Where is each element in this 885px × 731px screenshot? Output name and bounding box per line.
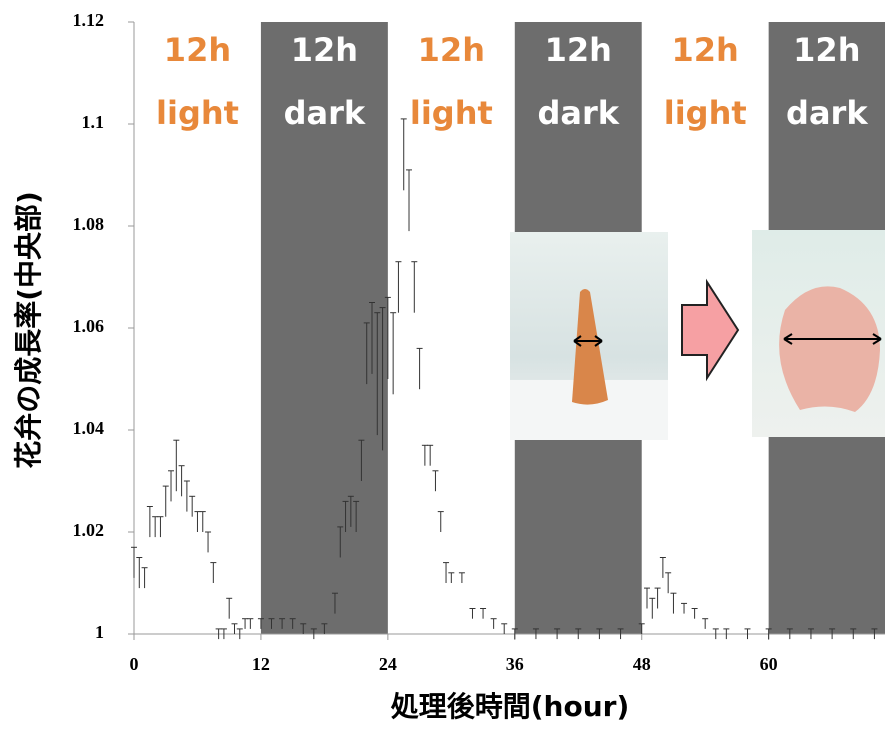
arrow xyxy=(682,282,738,378)
x-tick-label: 36 xyxy=(506,654,524,674)
period-label: 12h xyxy=(291,31,358,69)
period-label: dark xyxy=(786,94,868,132)
x-tick-label: 60 xyxy=(760,654,778,674)
photo-bud xyxy=(510,232,668,440)
period-label: dark xyxy=(284,94,366,132)
period-label: 12h xyxy=(418,31,485,69)
y-tick-label: 1.12 xyxy=(73,10,105,30)
y-tick-label: 1.1 xyxy=(82,112,105,132)
period-label: 12h xyxy=(545,31,612,69)
photo-open xyxy=(752,230,885,437)
x-tick-label: 24 xyxy=(379,654,397,674)
period-label: light xyxy=(156,94,239,132)
x-tick-label: 12 xyxy=(252,654,270,674)
x-axis-label: 処理後時間(hour) xyxy=(391,690,630,723)
period-label: dark xyxy=(537,94,619,132)
y-tick-label: 1.04 xyxy=(73,418,105,438)
y-tick-label: 1 xyxy=(95,622,104,642)
y-axis-label: 花弁の成長率(中央部) xyxy=(12,191,45,469)
period-label: 12h xyxy=(164,31,231,69)
y-tick-label: 1.02 xyxy=(73,520,105,540)
period-label: light xyxy=(664,94,747,132)
period-label: light xyxy=(410,94,493,132)
x-tick-label: 0 xyxy=(130,654,139,674)
chart: 12hlight12hdark12hlight12hdark12hlight12… xyxy=(0,0,885,731)
y-tick-label: 1.08 xyxy=(73,214,105,234)
period-label: 12h xyxy=(793,31,860,69)
y-tick-label: 1.06 xyxy=(73,316,105,336)
period-label: 12h xyxy=(672,31,739,69)
x-tick-label: 48 xyxy=(633,654,651,674)
